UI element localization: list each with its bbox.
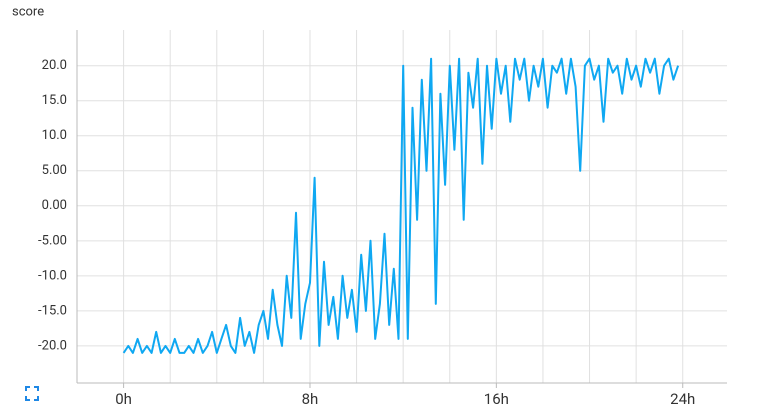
y-tick-label: 0.00 <box>42 198 67 213</box>
x-tick-label: 16h <box>484 390 509 408</box>
expand-icon[interactable] <box>25 386 39 401</box>
expand-icon-shape <box>25 386 39 401</box>
y-tick-label: -20.0 <box>38 338 67 353</box>
x-tick-label: 0h <box>115 390 132 408</box>
y-tick-label: -15.0 <box>38 303 67 318</box>
y-tick-label: 20.0 <box>42 58 67 73</box>
y-tick-label: 10.0 <box>42 128 67 143</box>
y-tick-label: -5.00 <box>38 233 67 248</box>
y-tick-label: 15.0 <box>42 93 67 108</box>
x-tick-label: 24h <box>670 390 695 408</box>
y-tick-label: -10.0 <box>38 268 67 283</box>
chart-title: score <box>12 4 44 19</box>
data-line <box>122 57 680 354</box>
x-tick-label: 8h <box>302 390 319 408</box>
y-tick-label: 5.00 <box>42 163 67 178</box>
